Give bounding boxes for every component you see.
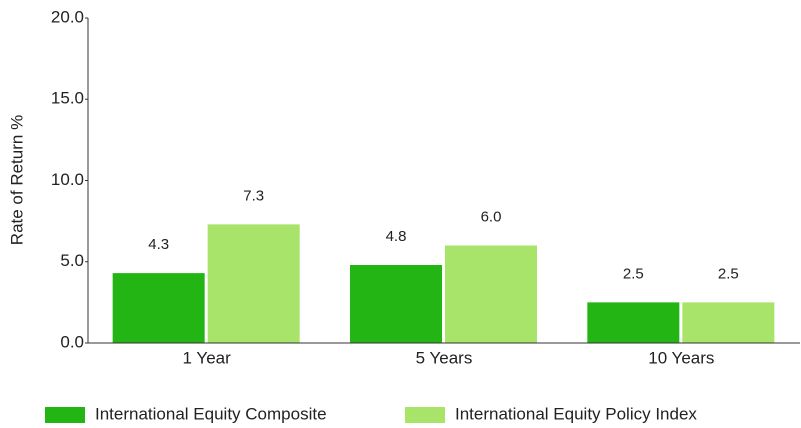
x-tick-label: 1 Year	[183, 348, 232, 367]
y-tick-label: 20.0	[51, 7, 84, 26]
legend-label: International Equity Policy Index	[455, 404, 697, 423]
x-tick-label: 10 Years	[648, 348, 714, 367]
bar	[207, 224, 300, 343]
y-tick-label: 10.0	[51, 170, 84, 189]
data-label: 7.3	[243, 187, 264, 204]
data-label: 6.0	[481, 208, 502, 225]
legend-swatch	[405, 407, 445, 423]
bar	[445, 245, 537, 343]
x-tick-label: 5 Years	[416, 348, 473, 367]
legend-label: International Equity Composite	[95, 404, 327, 423]
bar	[350, 265, 442, 343]
bar	[682, 302, 775, 343]
data-label: 4.3	[148, 236, 169, 253]
y-axis-label: Rate of Return %	[7, 115, 26, 245]
bar	[587, 302, 680, 343]
y-tick-label: 15.0	[51, 89, 84, 108]
legend-swatch	[45, 407, 85, 423]
bar	[112, 273, 205, 343]
y-tick-label: 0.0	[60, 332, 84, 351]
data-label: 4.8	[386, 228, 407, 245]
data-label: 2.5	[718, 265, 739, 282]
y-tick-label: 5.0	[60, 251, 84, 270]
data-label: 2.5	[623, 265, 644, 282]
